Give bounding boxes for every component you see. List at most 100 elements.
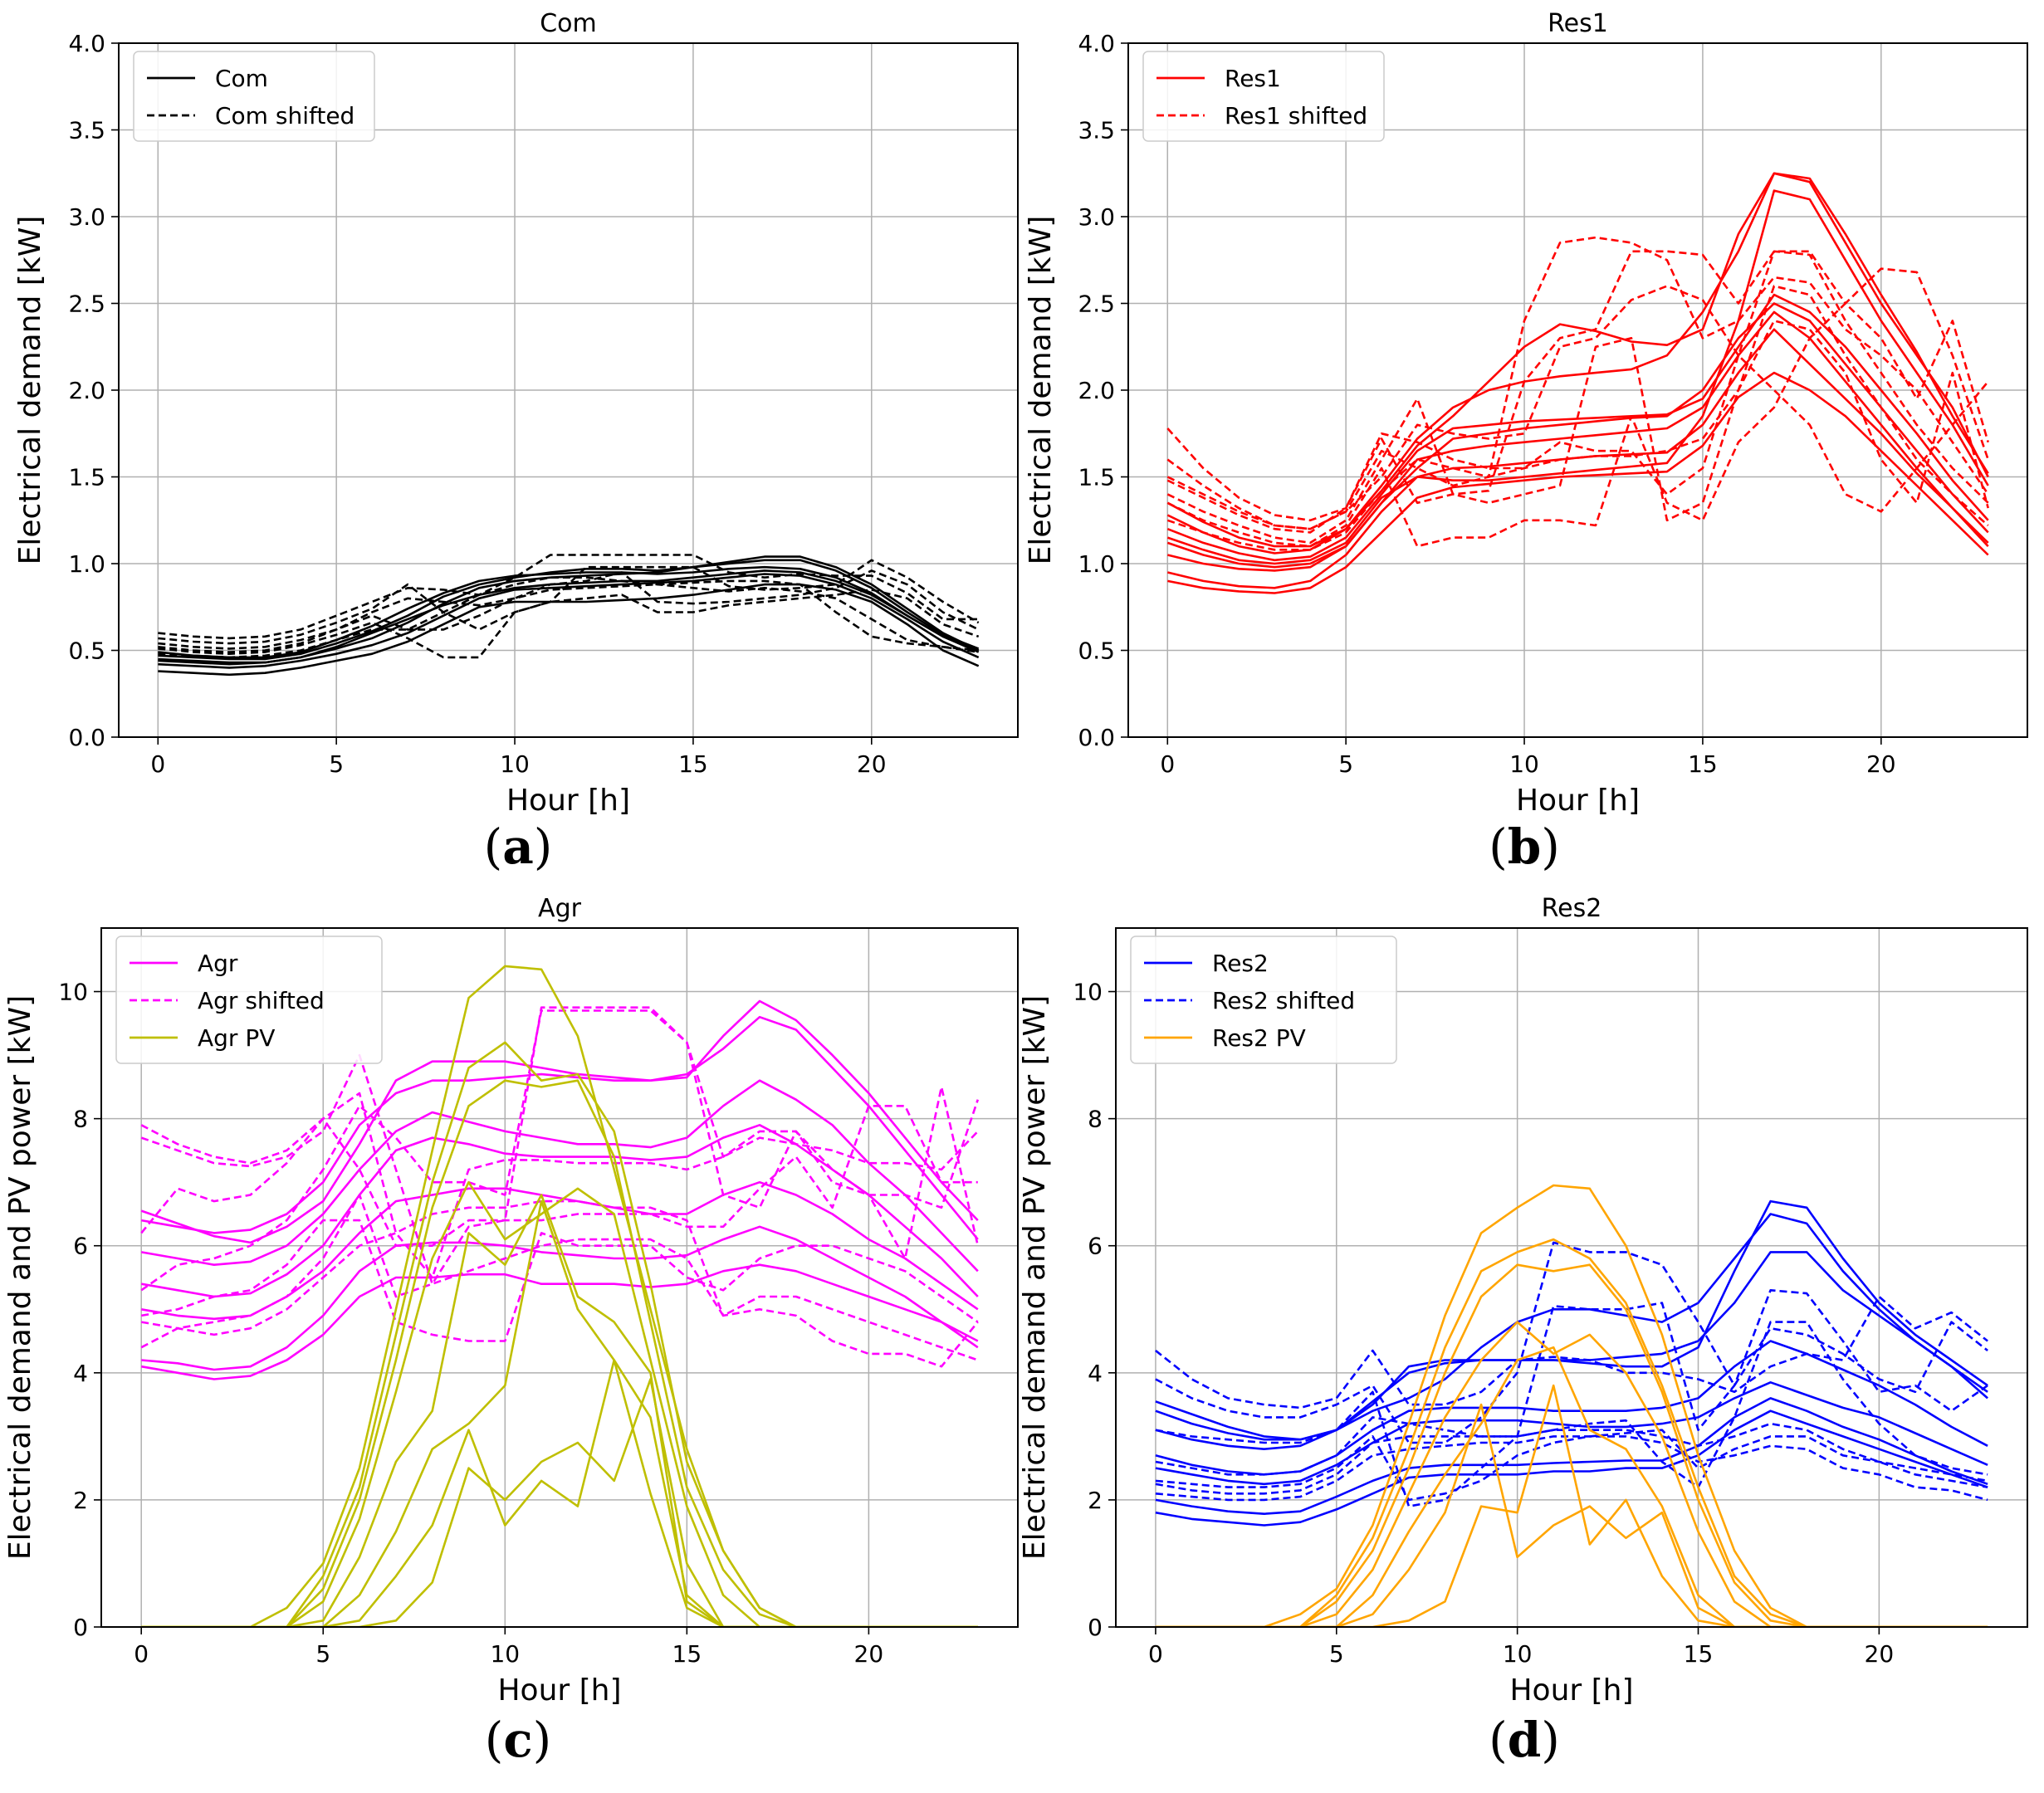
y-tick-label: 3.0 — [1078, 203, 1115, 231]
series-line — [141, 1079, 978, 1627]
x-axis-label: Hour [h] — [497, 1673, 621, 1708]
series-line — [158, 579, 979, 653]
y-tick-label: 0.0 — [68, 724, 105, 751]
y-tick-label: 0 — [1088, 1614, 1103, 1641]
y-tick-label: 0.5 — [1078, 638, 1115, 665]
x-tick-label: 10 — [1509, 750, 1539, 778]
legend-box — [1130, 936, 1397, 1064]
y-axis-label: Electrical demand and PV power [kW] — [1018, 995, 1052, 1560]
chart-a: 0 5 10 15 20 0.0 0.5 1.0 1.5 2.0 2.5 3.0 3.5 4.0 Com Ho… — [13, 9, 1019, 875]
legend: Res2 Res2 shifted Res2 PV — [1130, 936, 1397, 1064]
y-tick-label: 2.0 — [68, 377, 105, 404]
x-tick-label: 15 — [1688, 750, 1718, 778]
chart-title: Agr — [538, 894, 582, 923]
series-line — [1155, 1346, 1988, 1627]
series-line — [140, 1180, 979, 1321]
y-tick-label: 1.0 — [1078, 550, 1115, 578]
series-line — [141, 1180, 978, 1627]
y-tick-label: 4 — [1088, 1360, 1103, 1387]
legend-label: Agr PV — [198, 1024, 275, 1052]
y-tick-label: 2 — [1088, 1487, 1103, 1514]
series-line — [1166, 172, 1989, 555]
x-tick-label: 15 — [672, 1640, 702, 1668]
x-tick-label: 0 — [150, 750, 165, 778]
legend-label: Res2 PV — [1212, 1024, 1306, 1052]
x-tick-label: 20 — [857, 750, 887, 778]
series-line — [140, 1219, 979, 1342]
panel-label: (b) — [1489, 818, 1560, 875]
legend-box — [1142, 51, 1385, 142]
y-tick-label: 3.5 — [1078, 117, 1115, 144]
x-tick-label: 10 — [490, 1640, 520, 1668]
series-line — [1155, 1251, 1988, 1450]
series-line — [158, 559, 980, 645]
series-line — [1166, 250, 1989, 522]
series-line — [158, 576, 979, 659]
series-group — [158, 554, 980, 677]
y-tick-label: 0.0 — [1078, 724, 1115, 751]
y-tick-label: 2 — [73, 1487, 88, 1514]
series-line — [1166, 310, 1989, 572]
legend-label: Res1 shifted — [1225, 102, 1367, 129]
axes-frame — [100, 927, 1019, 1628]
series-line — [141, 1378, 978, 1627]
y-axis-label: Electrical demand [kW] — [13, 216, 47, 565]
series-group — [140, 965, 980, 1627]
series-line — [1166, 285, 1989, 551]
series-line — [141, 1359, 978, 1627]
series-line — [140, 1263, 979, 1380]
series-line — [141, 1041, 978, 1627]
series-line — [158, 569, 980, 666]
x-tick-label: 0 — [1160, 750, 1175, 778]
legend-label: Com shifted — [215, 102, 355, 129]
series-line — [1155, 1241, 1988, 1444]
series-line — [158, 589, 980, 659]
x-axis-label: Hour [h] — [1509, 1673, 1633, 1708]
series-group — [1155, 1184, 1988, 1627]
series-line — [1155, 1321, 1988, 1627]
series-line — [1166, 320, 1989, 545]
x-tick-label: 20 — [1865, 1640, 1895, 1668]
x-tick-label: 15 — [1684, 1640, 1714, 1668]
legend-label: Res1 — [1225, 65, 1281, 92]
series-line — [1155, 1384, 1988, 1627]
legend-label: Agr shifted — [198, 987, 325, 1014]
series-line — [1155, 1409, 1988, 1527]
series-line — [1167, 371, 1989, 594]
x-tick-label: 0 — [134, 1640, 149, 1668]
legend-label: Com — [215, 65, 268, 92]
y-tick-label: 2.0 — [1078, 377, 1115, 404]
chart-title: Res2 — [1542, 894, 1602, 923]
x-tick-label: 5 — [1338, 750, 1353, 778]
chart-b: 0 5 10 15 20 0.0 0.5 1.0 1.5 2.0 2.5 3.0 3.5 4.0 Res1 H… — [1024, 9, 2028, 875]
legend-box — [115, 936, 383, 1064]
series-line — [1166, 236, 1989, 530]
x-tick-label: 20 — [1866, 750, 1896, 778]
series-line — [1155, 1321, 1988, 1488]
series-line — [1155, 1184, 1988, 1627]
series-line — [1166, 293, 1989, 562]
series-line — [140, 1009, 980, 1292]
y-tick-label: 6 — [73, 1233, 88, 1260]
series-line — [141, 1199, 978, 1627]
legend-box — [133, 51, 375, 142]
y-tick-label: 4 — [73, 1360, 88, 1387]
series-line — [1155, 1289, 1988, 1507]
y-tick-label: 4.0 — [68, 30, 105, 57]
y-tick-label: 2.5 — [1078, 291, 1115, 318]
y-axis-label: Electrical demand and PV power [kW] — [3, 995, 37, 1560]
series-line — [1155, 1403, 1988, 1627]
axes-frame — [1115, 927, 2028, 1628]
y-tick-label: 3.5 — [68, 117, 105, 144]
series-line — [140, 1006, 980, 1285]
panel-label: (d) — [1489, 1712, 1560, 1768]
series-line — [1155, 1422, 1988, 1495]
y-tick-label: 10 — [1073, 979, 1103, 1006]
legend: Com Com shifted — [133, 51, 375, 142]
series-line — [1155, 1381, 1988, 1486]
x-axis-label: Hour [h] — [1516, 784, 1640, 818]
y-tick-label: 0.5 — [68, 638, 105, 665]
y-axis-label: Electrical demand [kW] — [1024, 216, 1058, 565]
y-tick-label: 10 — [58, 979, 88, 1006]
